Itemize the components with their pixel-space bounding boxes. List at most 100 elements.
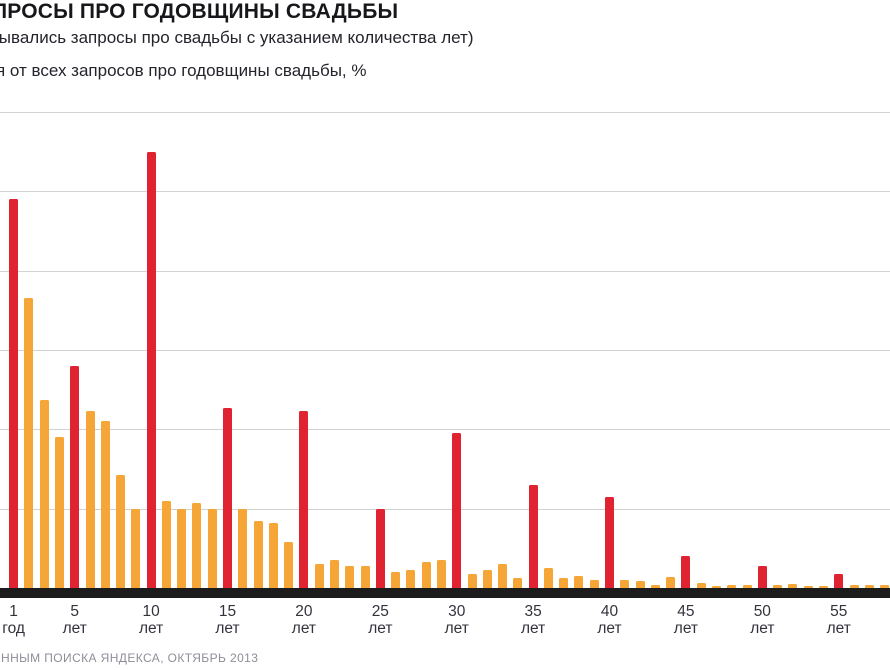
x-tick-number: 1: [9, 603, 18, 620]
bar-year-10: [146, 151, 156, 588]
bar-year-37: [559, 578, 569, 588]
bar-year-2: [24, 298, 34, 588]
bar-year-45: [681, 556, 691, 588]
x-axis-line: [0, 588, 890, 598]
bar-year-53: [803, 585, 813, 588]
x-tick-label-45: 45 лет: [663, 603, 709, 637]
bar-year-28: [421, 562, 431, 588]
x-tick-unit: лет: [826, 620, 851, 637]
bar-year-21: [314, 564, 324, 588]
x-tick-unit: лет: [597, 620, 622, 637]
bar-year-5: [70, 365, 80, 588]
bar-year-24: [360, 566, 370, 588]
gridline: [0, 350, 890, 351]
chart-subtitle: тывались запросы про свадьбы с указанием…: [0, 28, 474, 47]
bar-year-23: [345, 566, 355, 588]
x-tick-label-1: 1 год: [0, 603, 37, 637]
x-tick-number: 40: [600, 603, 619, 620]
x-tick-number: 15: [218, 603, 237, 620]
bar-year-15: [223, 407, 233, 588]
bar-year-14: [207, 508, 217, 588]
bar-year-12: [177, 508, 187, 588]
x-tick-label-10: 10 лет: [128, 603, 174, 637]
bar-year-46: [696, 583, 706, 588]
x-tick-label-5: 5 лет: [52, 603, 98, 637]
x-tick-label-25: 25 лет: [357, 603, 403, 637]
x-tick-label-15: 15 лет: [205, 603, 251, 637]
bar-year-56: [849, 584, 859, 588]
x-tick-unit: лет: [750, 620, 775, 637]
bar-year-49: [742, 584, 752, 588]
bar-year-11: [161, 500, 171, 588]
x-tick-unit: лет: [520, 620, 546, 637]
bar-year-31: [467, 574, 477, 588]
x-tick-unit: лет: [673, 620, 699, 637]
bar-year-40: [605, 496, 615, 588]
bar-year-29: [436, 560, 446, 588]
bar-year-51: [773, 584, 783, 588]
x-tick-number: 35: [524, 603, 542, 620]
y-axis-unit-note: я от всех запросов про годовщины свадьбы…: [0, 61, 367, 80]
bar-year-6: [85, 411, 95, 588]
x-tick-number: 45: [677, 603, 695, 620]
bar-year-35: [528, 484, 538, 588]
x-tick-number: 55: [830, 603, 848, 620]
x-tick-number: 5: [70, 603, 80, 620]
bar-year-19: [284, 542, 294, 588]
x-tick-number: 25: [371, 603, 389, 620]
x-tick-label-30: 30 лет: [434, 603, 480, 637]
gridline: [0, 191, 890, 193]
x-tick-unit: лет: [291, 620, 317, 637]
gridline: [0, 508, 890, 510]
bar-year-57: [864, 584, 874, 588]
bar-year-41: [620, 580, 630, 588]
bar-year-8: [116, 474, 126, 588]
bar-year-17: [253, 520, 263, 588]
bar-year-22: [329, 560, 339, 588]
x-tick-number: 50: [753, 603, 771, 620]
chart-title: ПРОСЫ ПРО ГОДОВЩИНЫ СВАДЬБЫ: [0, 0, 399, 23]
bar-year-54: [818, 585, 828, 588]
x-tick-label-35: 35 лет: [510, 603, 556, 637]
bar-year-43: [650, 584, 660, 588]
gridline: [0, 112, 890, 113]
bar-year-30: [452, 433, 462, 588]
bar-year-55: [834, 574, 844, 588]
bar-year-32: [482, 570, 492, 588]
gridline: [0, 429, 890, 431]
bar-year-4: [54, 437, 64, 588]
x-tick-number: 30: [448, 603, 466, 620]
x-tick-unit: лет: [444, 620, 469, 637]
bar-year-33: [498, 564, 508, 588]
bar-year-50: [757, 566, 767, 588]
x-tick-number: 10: [142, 603, 160, 620]
bar-year-42: [635, 580, 645, 588]
x-tick-unit: лет: [138, 620, 164, 637]
bar-year-27: [406, 570, 416, 588]
bar-year-47: [711, 585, 721, 588]
bar-year-7: [100, 421, 110, 588]
bar-year-34: [513, 578, 523, 588]
x-tick-number: 20: [295, 603, 313, 620]
x-tick-label-50: 50 лет: [739, 603, 785, 637]
bar-year-3: [39, 399, 49, 588]
bar-year-39: [589, 580, 599, 588]
data-source-note: ННЫМ ПОИСКА ЯНДЕКСА, ОКТЯБРЬ 2013: [1, 651, 259, 665]
bar-year-38: [574, 576, 584, 588]
x-tick-label-40: 40 лет: [587, 603, 633, 637]
bar-year-18: [268, 522, 278, 588]
bar-year-20: [299, 411, 309, 588]
x-tick-unit: год: [2, 620, 25, 637]
bar-year-16: [238, 508, 248, 588]
x-tick-unit: лет: [215, 620, 240, 637]
x-tick-label-55: 55 лет: [816, 603, 862, 637]
bar-year-58: [880, 584, 890, 588]
bar-year-1: [9, 199, 19, 588]
x-tick-label-20: 20 лет: [281, 603, 327, 637]
bar-year-44: [666, 577, 676, 588]
bar-year-52: [788, 584, 798, 588]
bar-year-26: [391, 572, 401, 588]
x-tick-unit: лет: [62, 620, 87, 637]
